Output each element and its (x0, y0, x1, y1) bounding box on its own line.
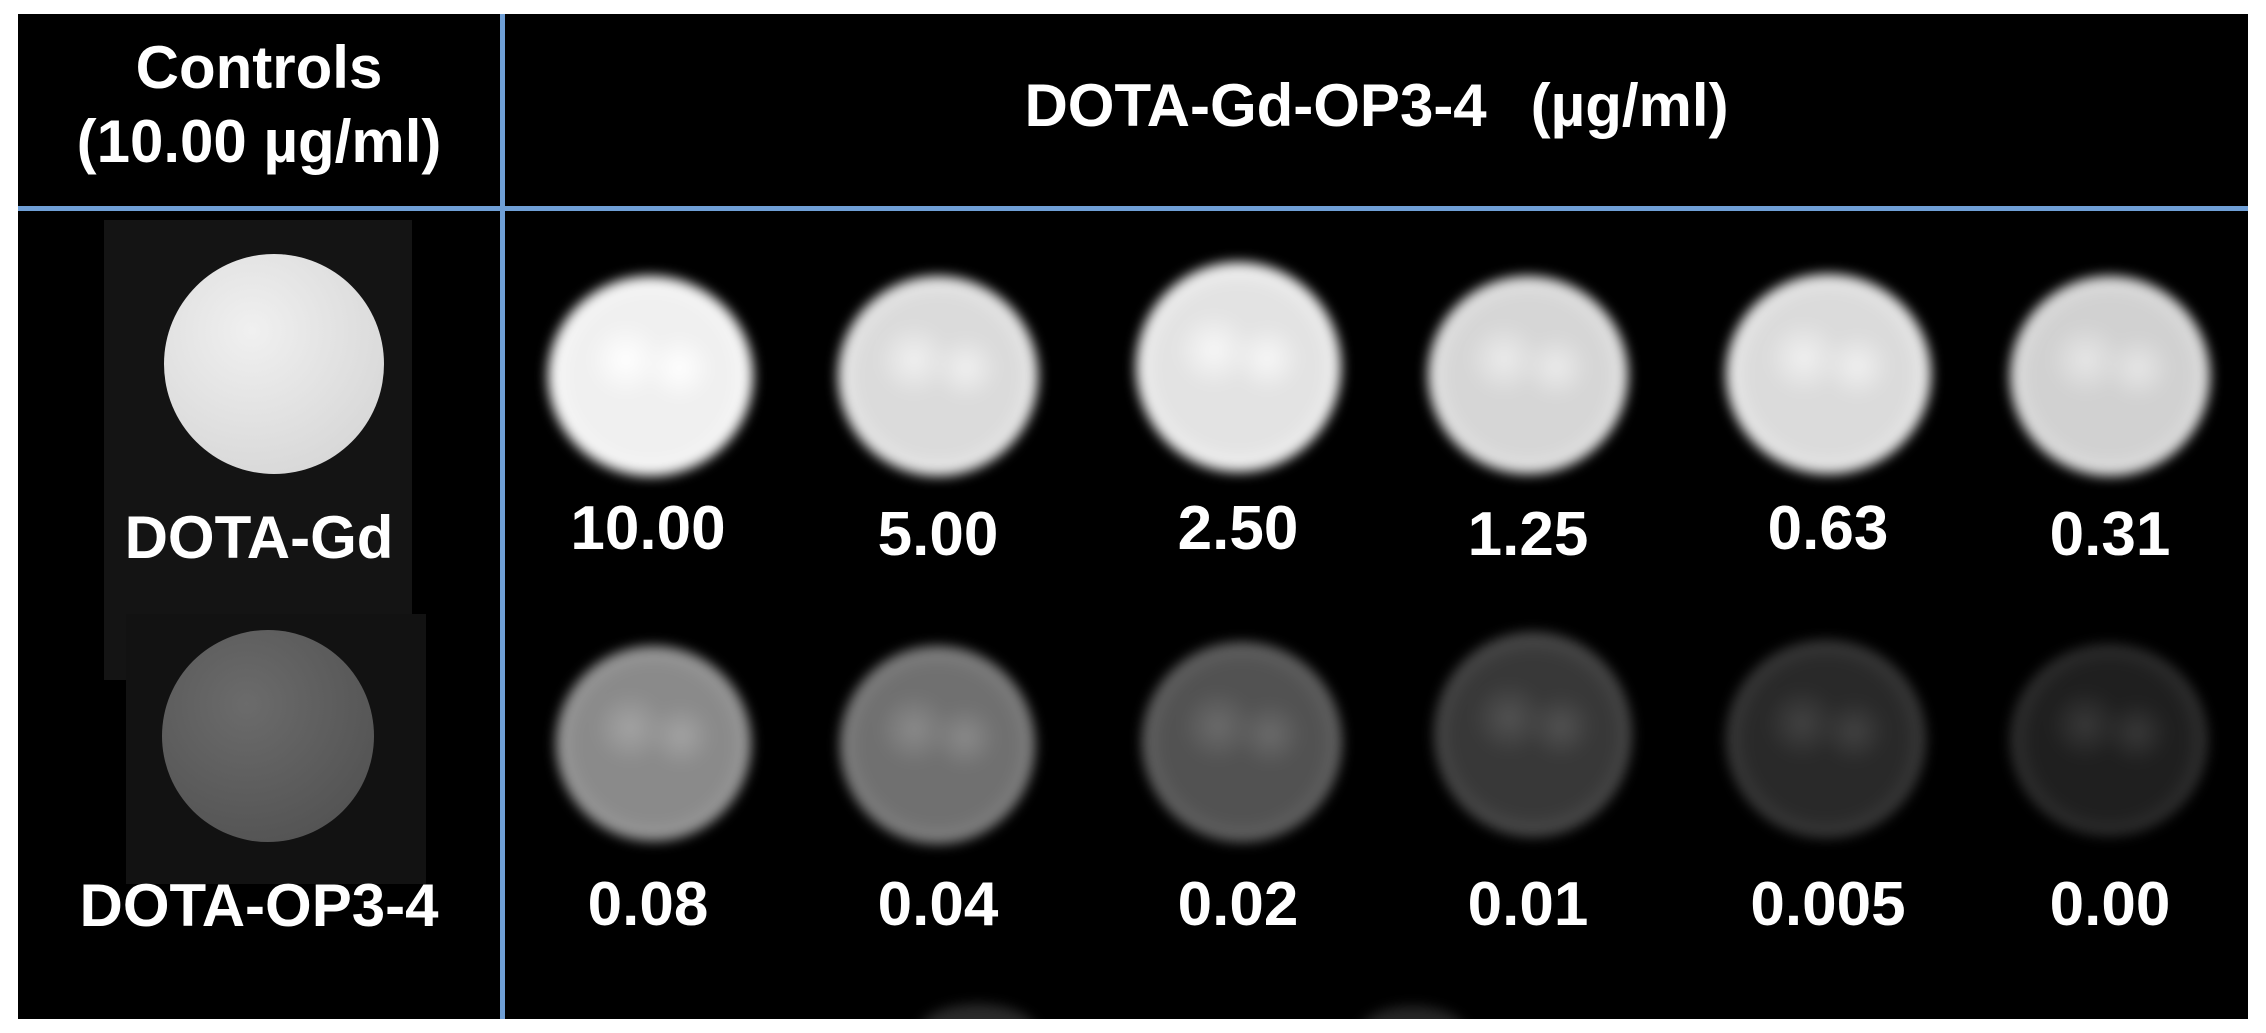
sample-phantom (2010, 276, 2210, 476)
controls-concentration: (10.00 µg/ml) (76, 108, 442, 175)
sample-concentration-label: 5.00 (877, 500, 999, 569)
sample-concentration-label: 0.01 (1467, 870, 1589, 939)
series-header: DOTA-Gd-OP3-4 (µg/ml) (505, 76, 2248, 136)
partial-phantom (918, 1004, 1038, 1019)
sample-concentration-label: 0.08 (587, 870, 709, 939)
sample-phantom (1142, 642, 1342, 842)
sample-phantom (1434, 632, 1632, 837)
sample-phantom (556, 646, 751, 841)
mri-phantom-figure: Controls (10.00 µg/ml) DOTA-Gd-OP3-4 (µg/… (18, 14, 2248, 1019)
sample-concentration-label: 0.02 (1177, 870, 1299, 939)
sample-phantom (840, 646, 1035, 844)
control-label-dota-op3-4: DOTA-OP3-4 (79, 872, 439, 939)
series-unit: (µg/ml) (1530, 72, 1729, 139)
sample-phantom (1428, 276, 1628, 474)
sample-concentration-label: 1.25 (1467, 500, 1589, 569)
sample-phantom (1726, 640, 1926, 838)
sample-concentration-label: 0.04 (877, 870, 999, 939)
sample-concentration-label: 2.50 (1177, 494, 1299, 563)
series-title: DOTA-Gd-OP3-4 (1024, 72, 1487, 139)
sample-concentration-label: 0.31 (2049, 500, 2171, 569)
control-phantom-dota-op3-4 (162, 630, 374, 842)
horizontal-divider (18, 206, 2248, 211)
partial-phantom (1358, 1006, 1468, 1019)
sample-phantom (838, 276, 1038, 476)
sample-concentration-label: 0.005 (1750, 870, 1906, 939)
sample-phantom (1726, 274, 1931, 474)
sample-concentration-label: 0.00 (2049, 870, 2171, 939)
sample-phantom (2010, 644, 2208, 836)
sample-concentration-label: 0.63 (1767, 494, 1889, 563)
controls-title: Controls (135, 34, 383, 101)
sample-phantom (1136, 262, 1341, 472)
vertical-divider (500, 14, 505, 1019)
sample-concentration-label: 10.00 (570, 494, 726, 563)
sample-phantom (548, 276, 753, 476)
control-label-dota-gd: DOTA-Gd (124, 504, 394, 571)
control-phantom-dota-gd (164, 254, 384, 474)
